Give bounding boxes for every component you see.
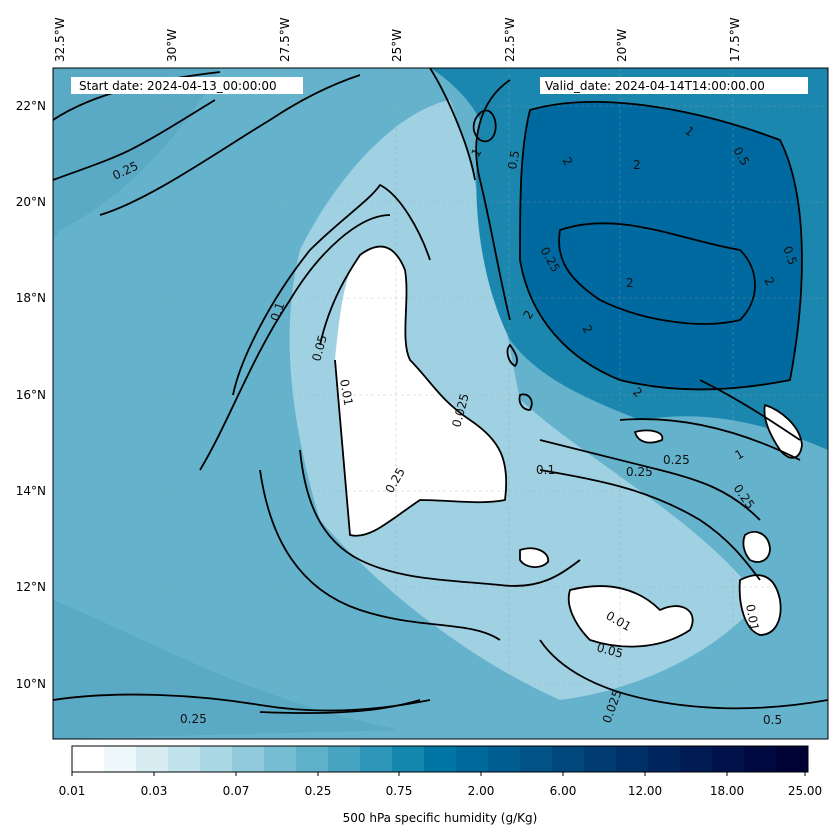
lon-label: 32.5°W [53, 17, 67, 62]
colorbar-swatch [616, 746, 649, 772]
colorbar [71, 745, 809, 776]
dry-zone-small-2 [635, 430, 663, 443]
colorbar-swatch [392, 746, 425, 772]
colorbar-swatch [648, 746, 681, 772]
colorbar-swatch [584, 746, 617, 772]
colorbar-swatch [136, 746, 169, 772]
dry-zone-east-3 [764, 405, 802, 458]
colorbar-label: 500 hPa specific humidity (g/Kg) [343, 811, 538, 825]
colorbar-frame [71, 745, 809, 773]
lon-label: 30°W [165, 29, 179, 62]
contour-label: 0.05 [595, 640, 624, 660]
dry-zone-south [568, 586, 693, 647]
colorbar-tick-label: 12.00 [628, 784, 662, 798]
start-date-label: Start date: 2024-04-13_00:00:00 [79, 79, 277, 93]
contour-label: 0.1 [268, 300, 288, 323]
contour-label: 0.25 [663, 453, 690, 467]
contour-label: 0.5 [505, 149, 522, 170]
dry-zone-main [335, 246, 507, 536]
colorbar-swatch [72, 746, 105, 772]
colorbar-tick-label: 0.75 [386, 784, 413, 798]
contour-label: 0.01 [743, 603, 761, 632]
colorbar-swatch [168, 746, 201, 772]
contour-label: 0.25 [180, 712, 207, 726]
lat-label: 10°N [16, 677, 46, 691]
colorbar-swatch [456, 746, 489, 772]
map-panel: 0.25 0.1 0.05 0.01 0.025 0.25 0.1 0.25 0… [53, 68, 828, 739]
lat-label: 16°N [16, 388, 46, 402]
contour-label: 2 [633, 158, 641, 172]
contour-label: 0.1 [536, 463, 555, 477]
lat-label: 22°N [16, 99, 46, 113]
longitude-labels: 32.5°W 30°W 27.5°W 25°W 22.5°W 20°W 17.5… [53, 17, 742, 62]
latitude-labels: 22°N 20°N 18°N 16°N 14°N 12°N 10°N [16, 99, 46, 691]
contour-label: 2 [626, 276, 634, 290]
colorbar-swatch [296, 746, 329, 772]
lat-label: 20°N [16, 195, 46, 209]
contour-label: 0.25 [626, 465, 653, 479]
humidity-field-south [53, 600, 400, 739]
colorbar-tick-label: 25.00 [788, 784, 822, 798]
colorbar-swatch [744, 746, 777, 772]
lon-label: 17.5°W [728, 17, 742, 62]
colorbar-tick-label: 6.00 [550, 784, 577, 798]
lat-label: 14°N [16, 484, 46, 498]
colorbar-tick-label: 18.00 [710, 784, 744, 798]
valid-date-box [540, 77, 808, 94]
colorbar-tick-labels: 0.01 0.03 0.07 0.25 0.75 2.00 6.00 12.00… [59, 784, 823, 798]
lon-label: 20°W [615, 29, 629, 62]
colorbar-swatch [680, 746, 713, 772]
humidity-field-wet [520, 101, 802, 390]
colorbar-swatch [104, 746, 137, 772]
dry-zone-east-2 [743, 531, 770, 562]
graticule [53, 68, 828, 739]
humidity-field-dryband [289, 100, 760, 700]
colorbar-swatch [424, 746, 457, 772]
contour-label: 0.05 [309, 333, 329, 362]
colorbar-swatch [232, 746, 265, 772]
colorbar-swatch [520, 746, 553, 772]
contour-label: 0.01 [337, 378, 355, 407]
lon-label: 22.5°W [503, 17, 517, 62]
colorbar-swatch [200, 746, 233, 772]
colorbar-swatch [552, 746, 585, 772]
colorbar-swatch [328, 746, 361, 772]
dry-zone-small [520, 548, 549, 568]
colorbar-tick-label: 2.00 [468, 784, 495, 798]
colorbar-tick-label: 0.01 [59, 784, 86, 798]
colorbar-swatch [488, 746, 521, 772]
contour-label: 0.5 [763, 713, 782, 727]
colorbar-tick-label: 0.07 [223, 784, 250, 798]
humidity-field-west [53, 68, 220, 240]
valid-date-label: Valid_date: 2024-04-14T14:00:00.00 [545, 79, 765, 93]
lat-label: 18°N [16, 291, 46, 305]
dry-zone-east-1 [739, 575, 781, 635]
lon-label: 27.5°W [278, 17, 292, 62]
colorbar-swatch [712, 746, 745, 772]
map-frame [52, 67, 829, 740]
colorbar-swatch [360, 746, 393, 772]
colorbar-tick-label: 0.25 [305, 784, 332, 798]
lon-label: 25°W [390, 29, 404, 62]
start-date-box [71, 77, 303, 94]
lat-label: 12°N [16, 580, 46, 594]
colorbar-tick-label: 0.03 [141, 784, 168, 798]
contour-label: 0.5 [780, 244, 800, 267]
colorbar-swatch [776, 746, 809, 772]
colorbar-swatch [264, 746, 297, 772]
